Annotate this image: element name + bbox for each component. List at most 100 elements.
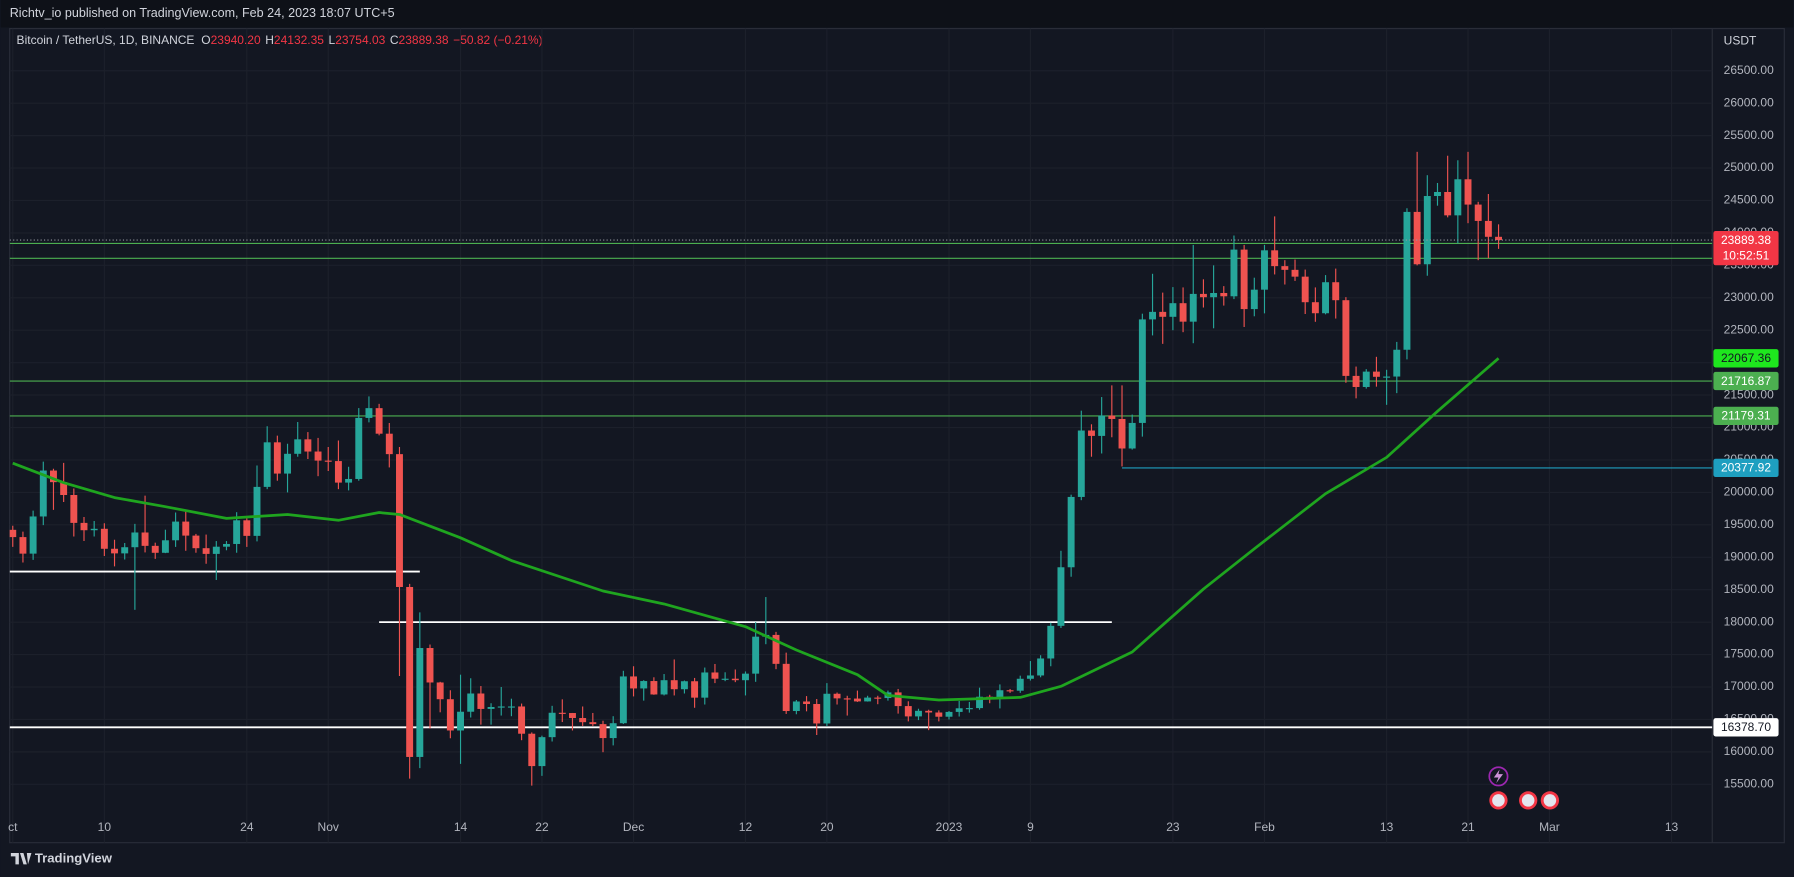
candle-body — [915, 710, 922, 717]
ohlc-value: 23940.20 — [211, 33, 261, 47]
candle-body — [497, 706, 505, 708]
symbol: Bitcoin / TetherUS, 1D, BINANCE — [17, 33, 195, 47]
candle-body — [1423, 196, 1431, 265]
candle-body — [976, 696, 983, 709]
candle-body — [385, 433, 393, 455]
candle-body — [721, 678, 729, 680]
candle-body — [843, 698, 851, 700]
candle-body — [955, 708, 963, 712]
ohlc-key: C — [390, 33, 399, 47]
x-tick-label: 9 — [1027, 820, 1034, 834]
candle-body — [803, 701, 810, 705]
candle-body — [660, 680, 668, 695]
event-icons — [1488, 766, 1560, 810]
candle-body — [253, 486, 261, 536]
ohlc-value: 23889.38 — [399, 33, 449, 47]
ohlc-key: O — [201, 33, 210, 47]
candle-body — [1261, 250, 1268, 290]
plot — [9, 28, 1713, 843]
candle-body — [396, 454, 403, 587]
candle-body — [1250, 289, 1258, 310]
candle-body — [1179, 303, 1187, 322]
y-tick-label: 19500.00 — [1724, 517, 1774, 531]
candle-body — [813, 704, 821, 724]
candle-body — [1057, 567, 1065, 626]
candle-body — [19, 537, 27, 554]
candle-body — [60, 482, 68, 495]
candle-body — [284, 453, 291, 474]
candle-body — [680, 681, 688, 690]
candle-body — [670, 680, 678, 690]
candle-body — [1291, 269, 1299, 277]
candle-body — [1322, 282, 1330, 314]
y-tick-label: 23000.00 — [1724, 290, 1774, 304]
candle-body — [436, 682, 444, 700]
event-icon-glyph — [1521, 794, 1535, 807]
y-tick-label: 18000.00 — [1724, 614, 1774, 628]
x-tick-label: ct — [8, 820, 18, 834]
candle-body — [70, 494, 78, 523]
x-tick-label: 21 — [1461, 820, 1475, 834]
candle-body — [1026, 675, 1034, 679]
brand-logo — [10, 852, 32, 865]
x-tick-label: Dec — [623, 820, 644, 834]
price-label: 21179.31 — [1721, 409, 1770, 423]
y-tick-label: 18500.00 — [1724, 582, 1774, 596]
candle-body — [1210, 292, 1218, 298]
candle-body — [172, 521, 180, 541]
candle-body — [1342, 300, 1350, 376]
ohlc-value: 24132.35 — [274, 33, 324, 47]
candle-body — [1474, 204, 1482, 221]
candle-body — [935, 712, 943, 717]
candle-body — [1464, 179, 1472, 205]
x-tick-label: 10 — [98, 820, 112, 834]
ohlc-key: L — [329, 33, 336, 47]
candle-body — [263, 442, 271, 487]
candle-body — [1311, 302, 1319, 314]
candle-body — [39, 470, 47, 517]
candle-body — [1088, 430, 1095, 436]
candle-body — [314, 451, 322, 461]
chart-frame — [9, 28, 1785, 844]
candle-body — [711, 672, 719, 679]
event-icon-glyph — [1543, 794, 1557, 807]
event-icon-glyph — [1493, 769, 1504, 784]
candle-body — [1413, 211, 1421, 265]
candle-body — [1434, 191, 1441, 197]
candle-body — [548, 712, 556, 738]
y-tick-label: 22500.00 — [1724, 322, 1774, 336]
y-tick-label: 17500.00 — [1724, 647, 1774, 661]
candle-body — [467, 693, 475, 712]
candle-body — [1372, 371, 1380, 377]
y-tick-label: 25000.00 — [1724, 160, 1774, 174]
x-tick-label: 24 — [240, 820, 254, 834]
y-tick-label: 24500.00 — [1724, 193, 1774, 207]
price-label: 21716.87 — [1721, 374, 1771, 388]
x-tick-label: 20 — [820, 820, 834, 834]
axes: ct 10 24 Nov 14 22 Dec 12 20 2023 9 23 Feb 13 21 Mar 13 1… — [8, 63, 1779, 834]
candle-body — [630, 676, 637, 689]
candle-body — [141, 532, 149, 546]
candle-body — [640, 681, 648, 689]
candle-body — [1169, 303, 1177, 317]
candle-body — [161, 540, 169, 553]
countdown: 10:52:51 — [1723, 248, 1770, 262]
candle-body — [864, 697, 872, 702]
candle-body — [558, 712, 566, 714]
candle-body — [1118, 418, 1126, 449]
candle-body — [233, 520, 241, 544]
candle-body — [457, 711, 464, 731]
x-tick-label: 13 — [1380, 820, 1394, 834]
publisher: Richtv_io published on TradingView.com, … — [10, 6, 395, 20]
candle-body — [223, 543, 230, 547]
y-tick-label: 15500.00 — [1724, 776, 1774, 790]
candle-body — [1444, 191, 1452, 216]
candle-body — [192, 535, 200, 549]
candle-body — [752, 636, 760, 674]
candle-body — [1067, 496, 1075, 568]
candle-body — [1454, 179, 1462, 216]
candle-body — [569, 713, 576, 719]
candle-body — [1047, 625, 1055, 659]
candle-body — [782, 663, 790, 712]
candle-body — [1230, 249, 1238, 297]
